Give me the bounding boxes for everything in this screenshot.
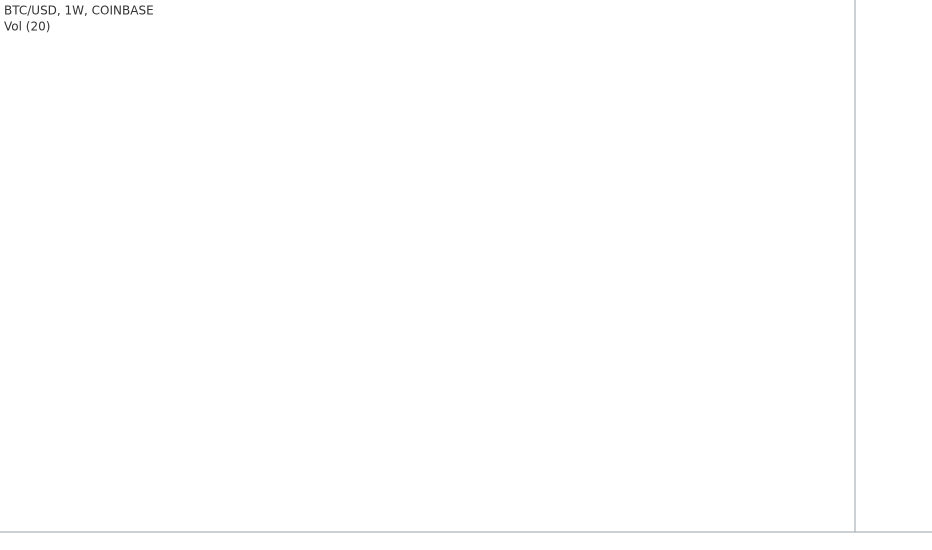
- volume-caption: Vol (20): [4, 20, 50, 34]
- chart-title: BTC/USD, 1W, COINBASE: [4, 4, 154, 18]
